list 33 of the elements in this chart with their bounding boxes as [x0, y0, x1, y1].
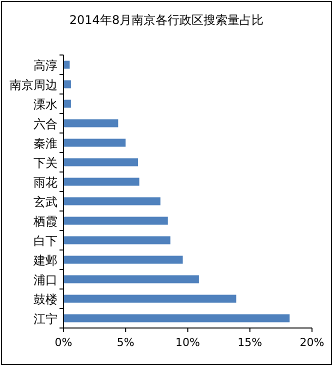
y-tick-label: 鼓楼 [34, 292, 58, 306]
bar [64, 178, 140, 186]
y-tick-label: 六合 [34, 116, 58, 131]
bar [64, 216, 168, 225]
bar [64, 138, 126, 147]
y-tick-label: 白下 [34, 234, 58, 248]
bar [64, 119, 118, 128]
y-tick-label: 栖霞 [32, 214, 58, 228]
y-tick-label: 雨花 [34, 175, 58, 190]
bar [64, 80, 71, 88]
y-tick-label: 江宁 [34, 312, 58, 326]
bar [64, 275, 199, 284]
y-tick-label: 秦淮 [34, 136, 58, 150]
y-tick-label: 南京周边 [10, 78, 58, 92]
x-tick-label: 5% [116, 336, 134, 349]
bar [64, 158, 138, 166]
bar [64, 100, 71, 108]
y-tick-label: 溧水 [34, 97, 58, 112]
y-tick-label: 下关 [34, 156, 58, 170]
bar [64, 294, 236, 303]
x-tick-label: 15% [238, 336, 262, 349]
y-tick-label: 浦口 [34, 272, 58, 287]
y-tick-label: 建邺 [32, 253, 58, 268]
chart-title: 2014年8月南京各行政区搜索量占比 [69, 13, 264, 27]
y-tick-label: 高淳 [34, 58, 58, 72]
y-tick-label: 玄武 [34, 194, 58, 209]
bar [64, 256, 183, 264]
bar [64, 314, 290, 322]
x-tick-label: 10% [176, 336, 200, 349]
bar [64, 236, 170, 244]
bar [64, 197, 160, 206]
x-tick-label: 0% [54, 336, 72, 349]
x-tick-label: 20% [300, 336, 324, 349]
